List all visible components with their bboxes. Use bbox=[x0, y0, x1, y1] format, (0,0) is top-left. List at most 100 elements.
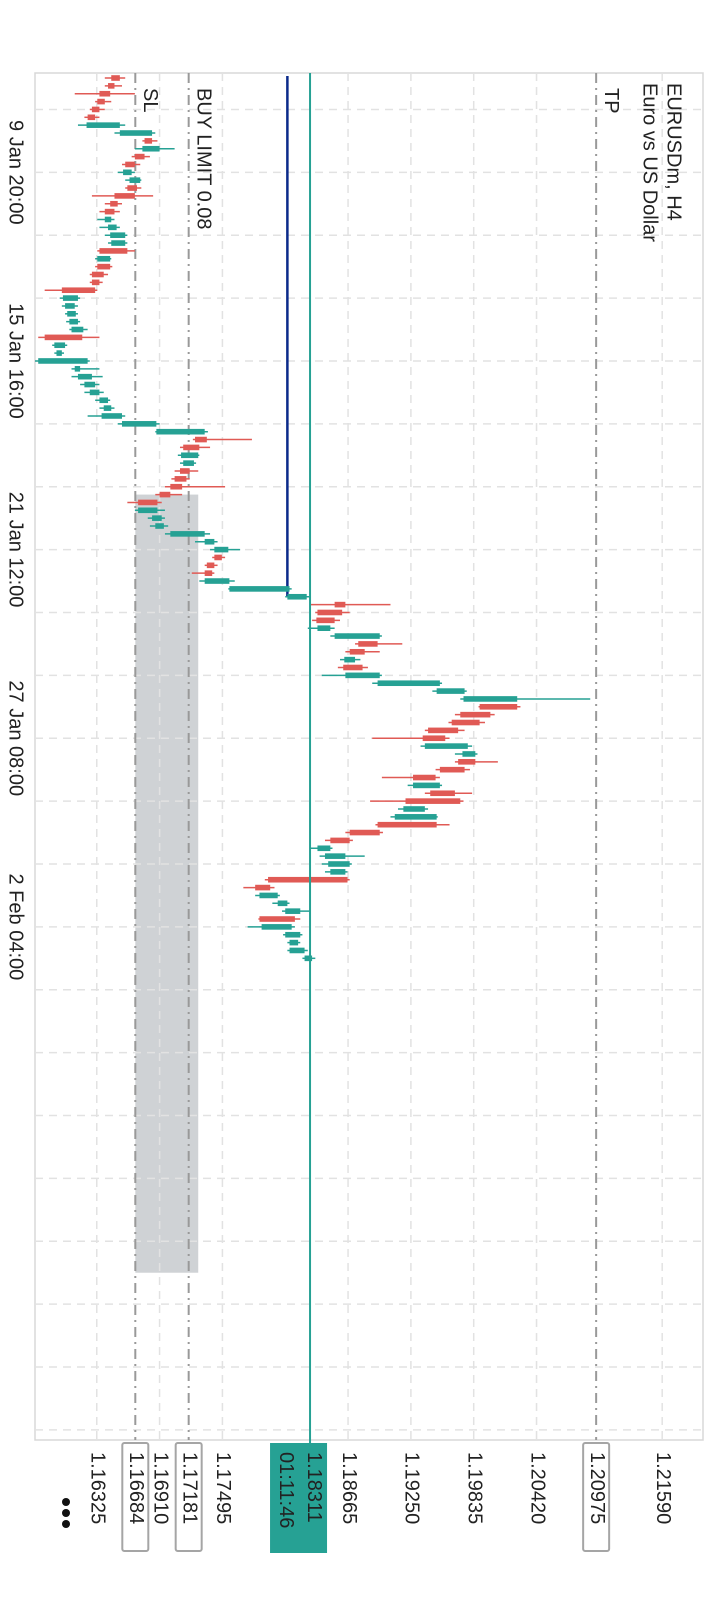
candle-body bbox=[204, 578, 230, 584]
level-tag bbox=[121, 1442, 150, 1552]
candle-body bbox=[179, 468, 190, 474]
candle-body bbox=[138, 499, 158, 506]
current-price: 1.18311 bbox=[303, 1452, 325, 1523]
candle-body bbox=[328, 861, 350, 867]
y-tick-label: 1.19835 bbox=[463, 1452, 485, 1524]
candle-body bbox=[479, 704, 518, 710]
candle-body bbox=[108, 83, 115, 89]
candle-body bbox=[97, 263, 111, 270]
y-tick-label: 1.17495 bbox=[212, 1452, 234, 1524]
x-tick-label: 2 Feb 04:00 bbox=[5, 874, 27, 981]
x-tick-label: 21 Jan 12:00 bbox=[5, 492, 27, 608]
menu-dot[interactable] bbox=[62, 1509, 70, 1517]
candle-body bbox=[142, 145, 160, 152]
candle-body bbox=[344, 656, 356, 663]
candle-body bbox=[97, 98, 105, 105]
candle-body bbox=[317, 609, 343, 616]
candle-body bbox=[67, 311, 76, 317]
candle-body bbox=[127, 185, 138, 191]
candle-body bbox=[159, 491, 171, 498]
candle-body bbox=[69, 318, 78, 325]
candle-body bbox=[259, 916, 295, 922]
candle-body bbox=[255, 884, 271, 891]
candle-body bbox=[204, 570, 213, 576]
candle-body bbox=[156, 428, 205, 435]
candle-body bbox=[405, 798, 461, 804]
candle-body bbox=[259, 892, 278, 899]
candle-body bbox=[428, 727, 459, 734]
level-price: 1.17181 bbox=[178, 1452, 200, 1524]
candle-body bbox=[110, 232, 126, 238]
candle-body bbox=[463, 696, 518, 702]
menu-button[interactable] bbox=[62, 1498, 70, 1528]
candle-body bbox=[268, 876, 348, 883]
candle-body bbox=[214, 546, 229, 553]
candle-body bbox=[44, 334, 83, 341]
candle-body bbox=[330, 869, 346, 875]
candle-body bbox=[413, 782, 440, 789]
candle-body bbox=[110, 200, 118, 207]
candle-body bbox=[87, 114, 96, 121]
candle-body bbox=[206, 562, 215, 569]
candle-body bbox=[345, 672, 380, 679]
current-price-tag bbox=[270, 1443, 328, 1553]
candle-body bbox=[349, 648, 365, 655]
candle-body bbox=[71, 326, 84, 333]
candle-body bbox=[334, 633, 380, 639]
candle-body bbox=[424, 743, 468, 749]
level-price: 1.20975 bbox=[586, 1452, 608, 1524]
candle-body bbox=[460, 711, 491, 718]
candle-body bbox=[287, 593, 307, 600]
candle-body bbox=[277, 900, 288, 907]
candle-body bbox=[377, 821, 437, 828]
candle-body bbox=[86, 122, 120, 128]
candle-body bbox=[439, 766, 465, 773]
candle-body bbox=[358, 641, 378, 647]
candle-body bbox=[99, 90, 111, 97]
candle-body bbox=[330, 837, 350, 844]
x-tick-label: 9 Jan 20:00 bbox=[5, 120, 27, 225]
candle-body bbox=[89, 389, 100, 396]
menu-dot[interactable] bbox=[62, 1520, 70, 1528]
y-tick-label: 1.21590 bbox=[652, 1452, 674, 1524]
candle-body bbox=[74, 366, 81, 372]
candle-body bbox=[97, 255, 111, 262]
candle-body bbox=[38, 358, 88, 364]
candle-body bbox=[214, 554, 222, 561]
candle-body bbox=[114, 193, 135, 199]
candle-body bbox=[104, 216, 112, 223]
plot-frame bbox=[34, 72, 704, 1441]
menu-dot[interactable] bbox=[62, 1498, 70, 1506]
candle-body bbox=[343, 664, 363, 671]
x-tick-label: 15 Jan 16:00 bbox=[5, 303, 27, 419]
candle-body bbox=[174, 476, 187, 482]
candle-body bbox=[285, 908, 301, 914]
candle-body bbox=[413, 774, 436, 781]
candle-body bbox=[61, 287, 96, 294]
candle-body bbox=[152, 515, 162, 521]
level-tag bbox=[582, 1442, 611, 1552]
y-tick-label: 1.19250 bbox=[401, 1452, 423, 1524]
x-tick-label: 27 Jan 08:00 bbox=[5, 680, 27, 796]
candle-body bbox=[183, 444, 200, 451]
candle-body bbox=[123, 169, 132, 176]
candle-body bbox=[317, 845, 331, 852]
candle-body bbox=[403, 806, 425, 812]
candle-body bbox=[183, 460, 194, 466]
candle-body bbox=[101, 413, 122, 419]
level-name: TP bbox=[600, 88, 622, 114]
candle-body bbox=[394, 814, 437, 820]
level-name: BUY LIMIT 0.08 bbox=[192, 88, 214, 230]
candle-body bbox=[458, 759, 476, 765]
candle-body bbox=[155, 523, 164, 529]
candle-body bbox=[462, 751, 476, 757]
candle-body bbox=[134, 153, 145, 160]
candle-body bbox=[62, 295, 78, 301]
candle-body bbox=[111, 240, 126, 246]
chart-title: EURUSDm, H4 bbox=[663, 83, 685, 221]
candle-body bbox=[430, 790, 455, 797]
candle-body bbox=[119, 130, 153, 136]
candle-body bbox=[56, 350, 62, 356]
level-name: SL bbox=[139, 88, 161, 112]
